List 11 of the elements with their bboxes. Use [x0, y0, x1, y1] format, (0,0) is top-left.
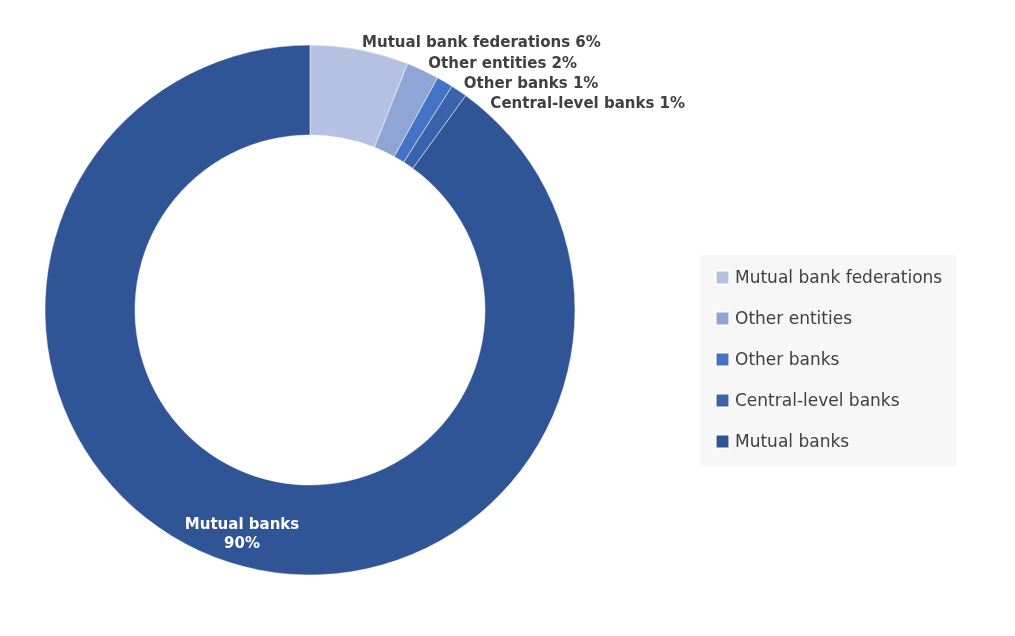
- legend-label: Other entities: [735, 307, 853, 328]
- slice-label: Mutual banks: [184, 515, 300, 534]
- category-label: Central-level banks 1%: [490, 94, 686, 113]
- category-label: Other entities 2%: [428, 54, 578, 73]
- legend-label: Mutual banks: [735, 430, 850, 451]
- data-label: 90%: [224, 534, 260, 553]
- legend-label: Mutual bank federations: [735, 266, 943, 287]
- category-label: Mutual bank federations 6%: [362, 32, 601, 51]
- legend-label: Other banks: [735, 348, 840, 369]
- category-label: Other banks 1%: [463, 74, 599, 93]
- legend-label: Central-level banks: [735, 389, 900, 410]
